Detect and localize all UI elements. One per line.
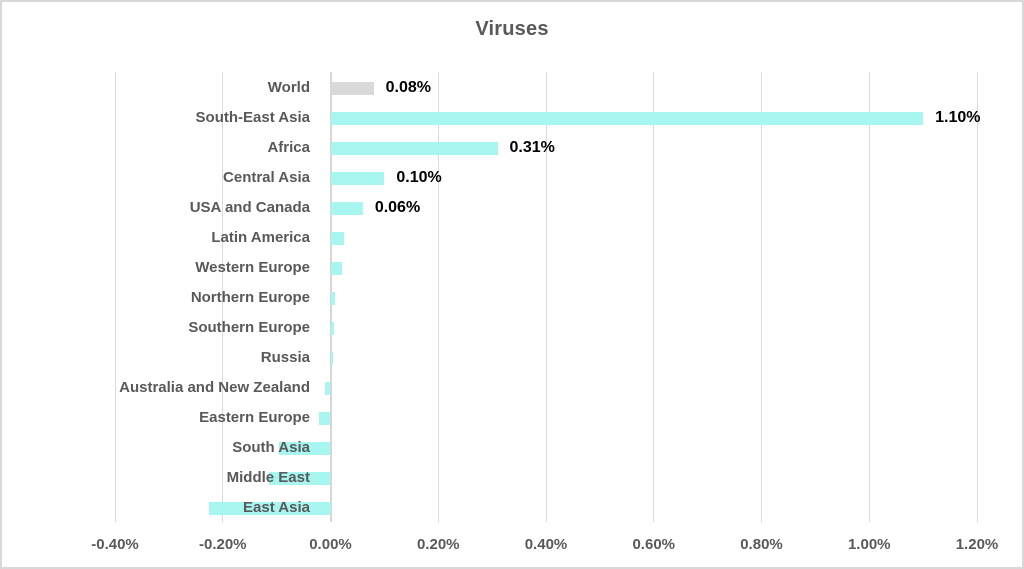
category-label-usa-and-canada: USA and Canada (189, 199, 310, 216)
gridline (437, 72, 439, 522)
bar-central-asia (330, 171, 385, 185)
category-label-south-asia: South Asia (232, 439, 310, 456)
x-tick-label: -0.20% (198, 536, 247, 553)
category-label-africa: Africa (267, 139, 310, 156)
bar-northern-europe (330, 291, 335, 305)
gridline (114, 72, 116, 522)
gridline (976, 72, 978, 522)
category-label-northern-europe: Northern Europe (190, 289, 310, 306)
bar-southern-europe (330, 321, 335, 335)
category-label-central-asia: Central Asia (223, 169, 310, 186)
gridline (653, 72, 655, 522)
category-label-middle-east: Middle East (226, 469, 310, 486)
gridline (545, 72, 547, 522)
category-label-latin-america: Latin America (211, 229, 310, 246)
chart-title: Viruses (475, 18, 549, 40)
bar-east-asia (209, 501, 331, 515)
category-label-western-europe: Western Europe (195, 259, 310, 276)
category-label-world: World (267, 79, 310, 96)
x-tick-label: 0.80% (740, 536, 783, 553)
x-tick-label: 0.20% (416, 536, 460, 553)
data-label-africa: 0.31% (509, 139, 555, 156)
x-tick-label: 1.00% (847, 536, 891, 553)
x-tick-label: 0.60% (632, 536, 676, 553)
gridline (761, 72, 762, 522)
category-label-south-east-asia: South-East Asia (195, 109, 310, 126)
bar-eastern-europe (319, 411, 331, 425)
gridline (222, 72, 224, 522)
bar-russia (330, 351, 333, 365)
x-tick-label: 1.20% (955, 536, 999, 553)
x-tick-label: 0.00% (309, 536, 352, 553)
bar-world (330, 81, 374, 95)
category-label-southern-europe: Southern Europe (188, 319, 310, 336)
bar-south-asia (279, 441, 331, 455)
bar-middle-east (268, 471, 331, 485)
bar-africa (330, 141, 498, 155)
data-label-south-east-asia: 1.10% (935, 109, 981, 126)
bar-usa-and-canada (330, 201, 363, 215)
category-label-east-asia: East Asia (243, 499, 310, 516)
data-label-world: 0.08% (385, 79, 431, 96)
bar-western-europe (330, 261, 343, 275)
x-tick-label: -0.40% (91, 536, 139, 553)
bar-south-east-asia (330, 111, 924, 125)
category-label-eastern-europe: Eastern Europe (199, 409, 310, 426)
x-tick-label: 0.40% (524, 536, 568, 553)
category-label-russia: Russia (260, 349, 310, 366)
data-label-central-asia: 0.10% (396, 169, 442, 186)
bar-australia-and-new-zealand (324, 381, 331, 395)
bar-latin-america (330, 231, 344, 245)
data-label-usa-and-canada: 0.06% (374, 199, 421, 216)
gridline (868, 72, 870, 522)
category-label-australia-and-new-zealand: Australia and New Zealand (119, 379, 310, 396)
